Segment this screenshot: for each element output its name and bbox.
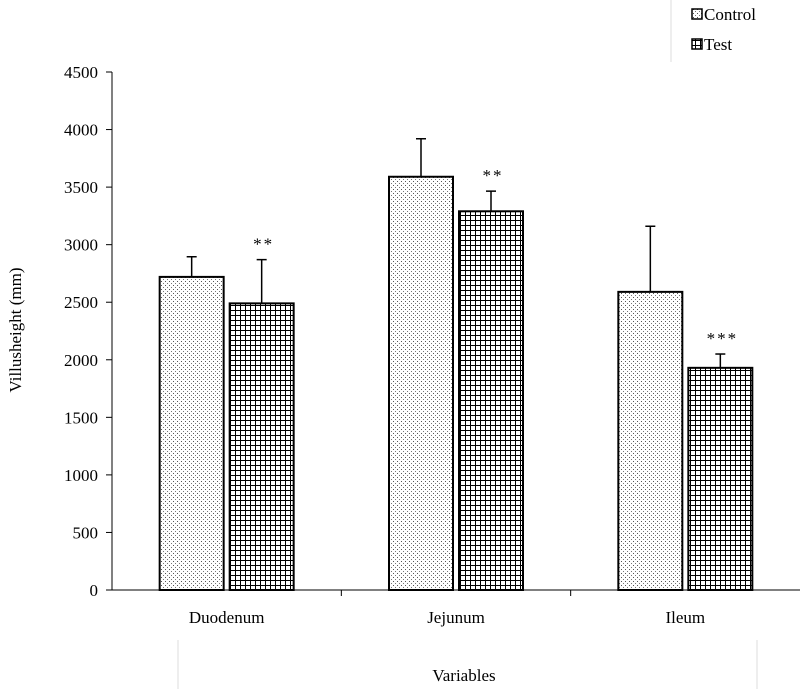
significance-label: ** [483,166,504,185]
significance-annotations: ******* [253,166,739,348]
x-axis-ticks: Duodenum Jejunum Ileum [189,590,705,627]
error-bars [186,138,726,368]
y-tick-label: 3000 [64,236,98,255]
legend-swatch-control [691,8,703,20]
y-tick-label: 4500 [64,63,98,82]
y-tick-label: 3500 [64,178,98,197]
bars [158,175,754,592]
legend: Control Test [691,5,756,54]
legend-label-test: Test [704,35,732,54]
y-tick-label: 1500 [64,408,98,427]
y-axis-title: Villusheight (mm) [6,267,25,392]
x-category-label: Jejunum [427,608,485,627]
y-tick-label: 0 [90,581,99,600]
legend-label-control: Control [704,5,756,24]
y-tick-label: 1000 [64,466,98,485]
y-tick-label: 2000 [64,351,98,370]
y-tick-label: 500 [73,523,99,542]
bar-test-duodenum [228,302,295,591]
legend-swatch-test [691,38,703,50]
y-tick-label: 4000 [64,121,98,140]
bar-test-jejunum [458,210,524,591]
y-tick-label: 2500 [64,293,98,312]
significance-label: *** [707,329,739,348]
bar-control-ileum [617,290,684,591]
x-category-label: Duodenum [189,608,265,627]
significance-label: ** [253,235,274,254]
x-axis-title: Variables [432,666,495,685]
x-category-label: Ileum [666,608,706,627]
bar-control-duodenum [158,275,225,591]
y-axis-ticks: 0 500 1000 1500 2000 2500 3000 3500 4000 4500 [64,63,112,600]
bar-control-jejunum [388,175,454,592]
bar-test-ileum [687,366,754,591]
